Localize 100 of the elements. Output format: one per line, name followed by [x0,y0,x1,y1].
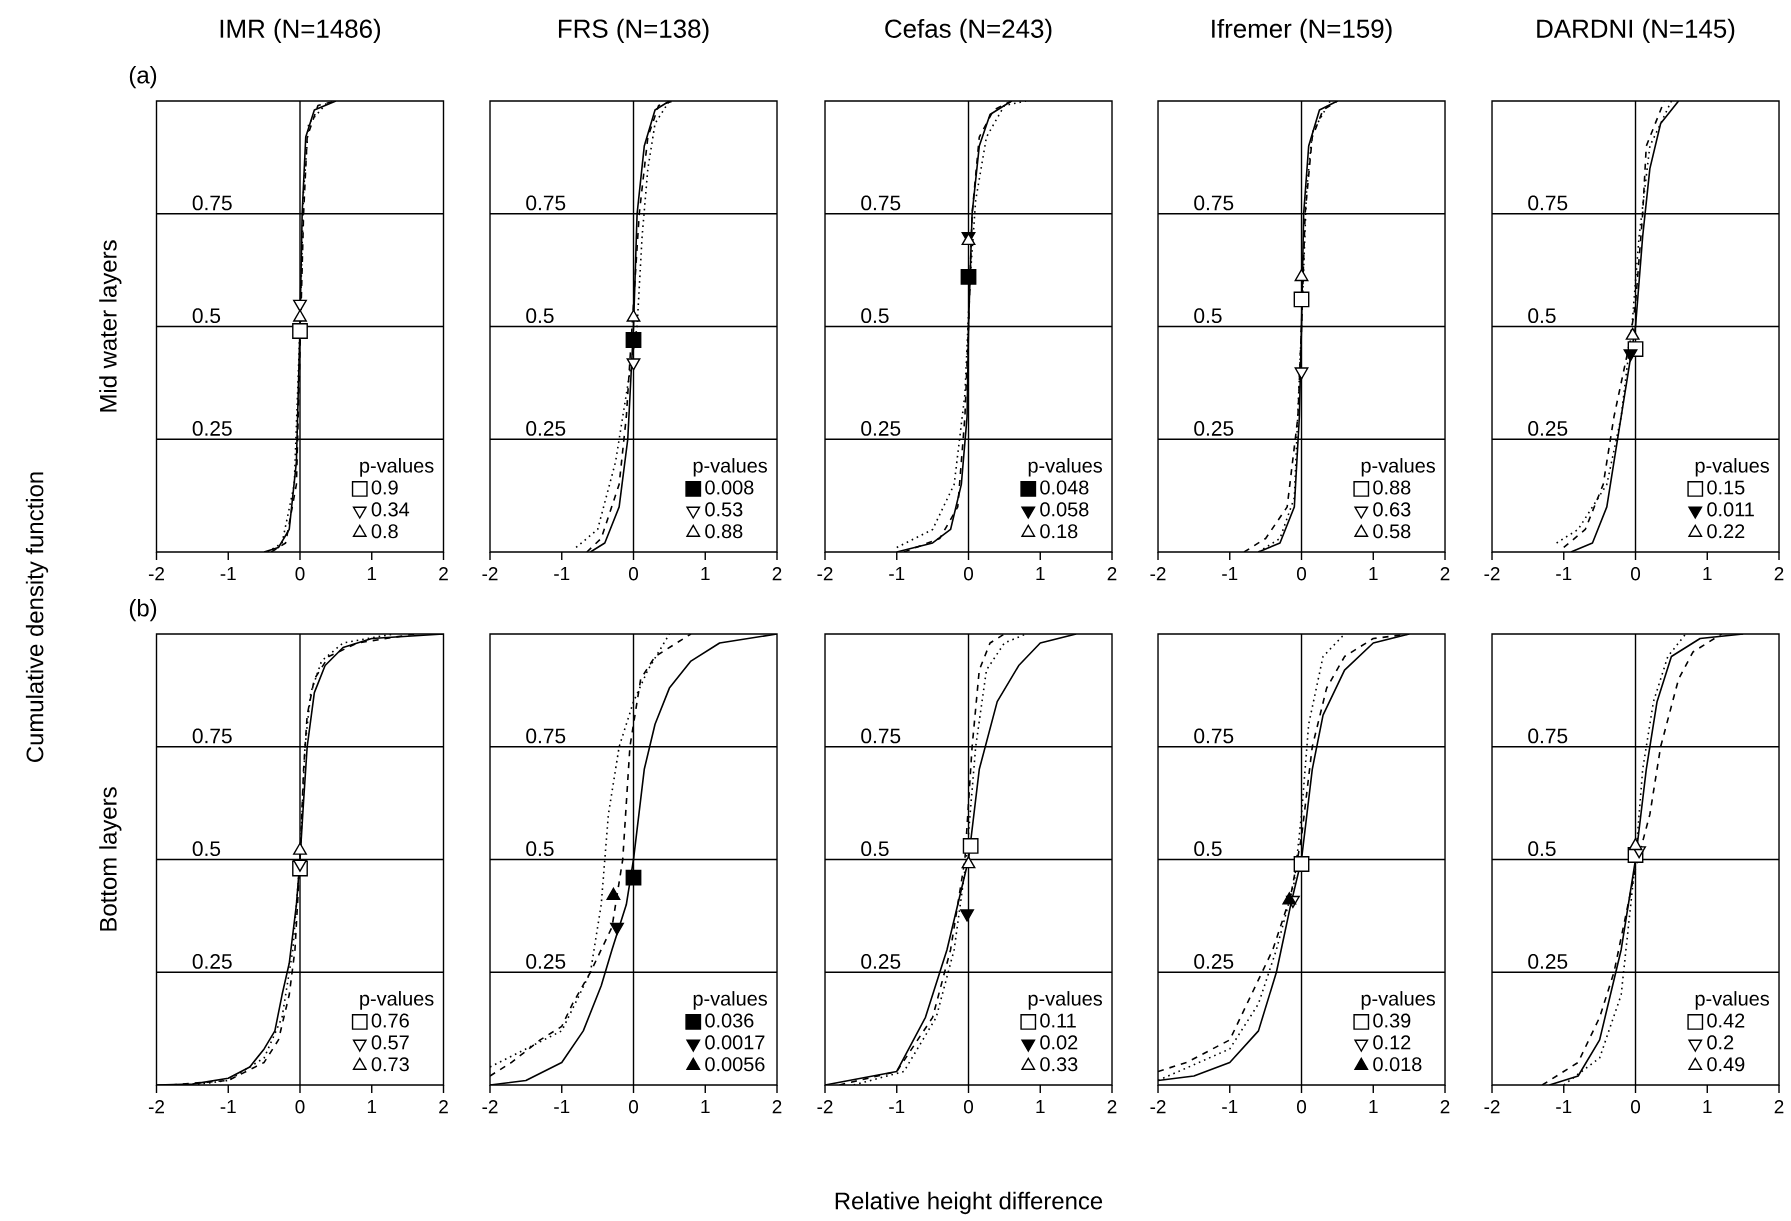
ref-line-label: 0.75 [1194,195,1234,211]
x-tick-label: -2 [148,1100,164,1114]
legend-title: p-values [1361,458,1436,477]
x-axis-title: Relative height difference [835,1191,1103,1215]
x-tick-label: 1 [367,1100,377,1114]
legend-label: 0.12 [1373,1035,1411,1050]
legend-label: 0.8 [371,524,398,539]
legend-label: 0.058 [1040,502,1089,517]
ref-line-label: 0.25 [861,954,901,969]
x-tick-label: -1 [1556,567,1572,581]
ref-line-label: 0.25 [526,954,566,969]
x-tick-label: -2 [1150,567,1166,581]
legend-title: p-values [360,458,434,477]
x-tick-label: 2 [1774,567,1784,581]
legend-label: 0.33 [1040,1057,1078,1072]
legend-title: p-values [1695,991,1770,1010]
legend-label: 0.73 [371,1057,409,1072]
ref-line-label: 0.75 [192,728,232,744]
x-tick-label: -2 [817,567,833,581]
x-tick-label: -1 [889,1100,905,1114]
x-tick-label: 0 [628,1100,639,1114]
legend-label: 0.011 [1707,502,1754,517]
x-tick-label: -1 [889,567,905,581]
x-tick-label: -1 [554,1100,570,1114]
x-tick-label: 2 [1440,1100,1450,1114]
x-tick-label: 0 [964,567,974,581]
ref-line-label: 0.75 [861,728,901,744]
legend-label: 0.18 [1040,524,1078,539]
ref-line-label: 0.75 [1528,195,1568,211]
ref-line-label: 0.5 [192,308,221,324]
ref-line-label: 0.75 [1194,728,1234,744]
ref-line-label: 0.75 [1528,728,1568,744]
ref-line-label: 0.75 [526,728,566,744]
x-tick-label: -1 [220,567,236,581]
text: Cumulative density function [25,472,49,762]
text: (b) [129,598,157,622]
x-tick-label: 1 [1703,1100,1712,1114]
legend-label: 0.63 [1373,502,1411,517]
legend-label: 0.39 [1373,1013,1411,1028]
legend-label: 0.42 [1707,1013,1745,1028]
legend-title: p-values [360,991,434,1010]
ref-line-label: 0.5 [1194,841,1222,857]
legend-title: p-values [1695,458,1770,477]
x-tick-label: 1 [701,567,710,581]
legend-label: 0.2 [1707,1035,1734,1050]
x-tick-label: -2 [1484,1100,1500,1114]
legend-label: 0.22 [1707,524,1745,539]
legend-title: p-values [1028,458,1103,477]
legend-label: 0.88 [705,524,743,539]
ref-line-label: 0.5 [1528,841,1556,857]
x-tick-label: -1 [220,1100,236,1114]
x-tick-label: 0 [964,1100,974,1114]
ref-line-label: 0.25 [526,421,566,436]
x-tick-label: 0 [1297,567,1307,581]
x-tick-label: 0 [1631,1100,1641,1114]
ref-line-label: 0.25 [1528,954,1568,969]
ref-line-label: 0.5 [1194,308,1222,324]
ref-line-label: 0.75 [192,195,232,211]
legend-label: 0.76 [371,1013,409,1028]
x-tick-label: 1 [1369,567,1378,581]
x-tick-label: -1 [1222,567,1238,581]
legend-label: 0.15 [1707,480,1745,495]
chart-title: Cefas (N=243) [885,18,1052,44]
x-tick-label: 2 [1774,1100,1784,1114]
ref-line-label: 0.5 [861,308,889,324]
legend-label: 0.88 [1373,480,1411,495]
x-tick-label: -1 [1556,1100,1572,1114]
ref-line-label: 0.75 [861,195,901,211]
x-tick-label: -2 [148,567,164,581]
legend-label: 0.53 [705,502,743,517]
x-tick-label: 0 [295,1100,305,1114]
legend-label: 0.008 [705,480,754,495]
ref-line-label: 0.5 [861,841,889,857]
text: (a) [129,65,157,89]
legend-label: 0.048 [1040,480,1089,495]
ref-line-label: 0.5 [526,841,554,857]
legend-label: 0.02 [1040,1035,1078,1050]
x-tick-label: 1 [1036,567,1045,581]
x-tick-label: 2 [772,567,782,581]
ref-line-label: 0.25 [1528,421,1568,436]
chart-title: IMR (N=1486) [220,18,381,44]
legend-label: 0.58 [1373,524,1411,539]
chart-title: FRS (N=138) [558,18,709,44]
ref-line-label: 0.5 [1528,308,1556,324]
ref-line-label: 0.25 [192,421,232,436]
ref-line-label: 0.5 [526,308,554,324]
x-tick-label: 2 [439,1100,448,1114]
x-tick-label: -2 [482,567,498,581]
x-tick-label: 1 [1703,567,1712,581]
legend-label: 0.57 [371,1035,409,1050]
ref-line-label: 0.75 [526,195,566,211]
x-tick-label: 0 [1297,1100,1307,1114]
x-tick-label: 2 [1440,567,1450,581]
x-tick-label: -2 [1150,1100,1166,1114]
x-tick-label: 0 [295,567,305,581]
legend-label: 0.018 [1373,1057,1422,1072]
ref-line-label: 0.25 [1194,421,1234,436]
x-tick-label: 2 [1107,1100,1117,1114]
x-tick-label: 1 [701,1100,710,1114]
x-tick-label: -2 [1484,567,1500,581]
